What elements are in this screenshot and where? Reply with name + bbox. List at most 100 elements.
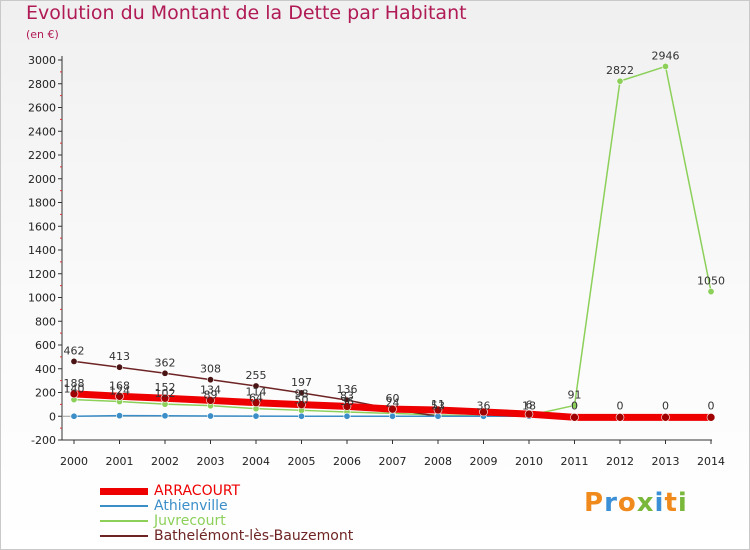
data-point-arracourt	[661, 413, 670, 422]
legend-swatch	[100, 505, 148, 507]
data-label-juvrecourt: 102	[155, 387, 176, 400]
data-point-arracourt	[479, 407, 488, 417]
proxiti-logo: Proxiti	[584, 488, 688, 518]
data-point-athienville	[343, 412, 351, 420]
data-point-arracourt	[570, 413, 579, 422]
x-tick-label: 2010	[515, 455, 543, 468]
data-point-bathel-mont-l-s-bauzemont	[252, 382, 260, 390]
legend-label: Bathelémont-lès-Bauzemont	[154, 528, 354, 544]
logo-letter: P	[584, 488, 605, 518]
data-label-bathel-mont-l-s-bauzemont: 53	[431, 399, 445, 412]
x-tick-label: 2005	[288, 455, 316, 468]
data-point-juvrecourt	[707, 288, 715, 296]
data-point-juvrecourt	[616, 77, 624, 85]
legend-label: ARRACOURT	[154, 483, 241, 499]
data-label-juvrecourt: 124	[109, 385, 130, 398]
data-point-athienville	[207, 412, 215, 420]
y-tick-label: 2800	[28, 78, 56, 91]
data-label-bathel-mont-l-s-bauzemont: 136	[337, 383, 358, 396]
x-tick-label: 2012	[606, 455, 634, 468]
legend-swatch	[100, 520, 148, 522]
data-point-bathel-mont-l-s-bauzemont	[70, 357, 78, 365]
data-label-arracourt: 168	[109, 379, 130, 392]
data-label-juvrecourt: 11	[431, 398, 445, 411]
logo-letter: r	[604, 488, 618, 518]
x-tick-label: 2003	[197, 455, 225, 468]
data-label-arracourt: 152	[155, 381, 176, 394]
data-point-arracourt	[297, 400, 306, 409]
data-label-juvrecourt: 64	[249, 392, 263, 405]
x-tick-label: 2014	[697, 455, 725, 468]
y-tick-label: 3000	[28, 54, 56, 67]
legend-label: Athienville	[154, 498, 228, 514]
data-label-juvrecourt: 89	[204, 389, 218, 402]
data-label-juvrecourt: 36	[340, 395, 354, 408]
data-label-juvrecourt: 24	[386, 396, 400, 409]
data-label-bathel-mont-l-s-bauzemont: 0	[617, 399, 624, 412]
chart-title: Evolution du Montant de la Dette par Hab…	[26, 2, 467, 24]
chart-subtitle: (en €)	[26, 28, 59, 41]
y-tick-label: 2400	[28, 125, 56, 138]
data-label-bathel-mont-l-s-bauzemont: 36	[477, 399, 491, 412]
x-tick-label: 2013	[652, 455, 680, 468]
data-label-arracourt: 134	[200, 383, 221, 396]
y-tick-label: 0	[49, 410, 56, 423]
data-label-bathel-mont-l-s-bauzemont: 0	[571, 399, 578, 412]
data-label-juvrecourt: 50	[295, 393, 309, 406]
data-label-bathel-mont-l-s-bauzemont: 0	[662, 399, 669, 412]
logo-letter: i	[654, 488, 665, 518]
data-label-bathel-mont-l-s-bauzemont: 197	[291, 376, 312, 389]
x-tick-label: 2001	[106, 455, 134, 468]
data-label-bathel-mont-l-s-bauzemont: 413	[109, 350, 130, 363]
data-point-arracourt	[524, 409, 534, 419]
data-point-juvrecourt	[661, 62, 669, 70]
y-tick-label: 2000	[28, 173, 56, 186]
data-label-bathel-mont-l-s-bauzemont: 255	[246, 369, 267, 382]
data-label-arracourt: 114	[246, 386, 267, 399]
data-point-arracourt	[706, 413, 716, 422]
data-point-athienville	[70, 412, 78, 420]
y-tick-label: 800	[35, 315, 56, 328]
data-point-bathel-mont-l-s-bauzemont	[161, 369, 169, 377]
data-label-arracourt: 98	[295, 388, 309, 401]
y-tick-label: 1400	[28, 244, 56, 257]
data-point-arracourt	[69, 389, 79, 399]
data-point-bathel-mont-l-s-bauzemont	[116, 363, 124, 371]
y-tick-label: 400	[35, 363, 56, 376]
data-label-juvrecourt: 140	[64, 383, 85, 396]
x-tick-label: 2009	[470, 455, 498, 468]
x-tick-label: 2004	[242, 455, 270, 468]
x-tick-label: 2000	[60, 455, 88, 468]
y-tick-label: 1800	[28, 197, 56, 210]
data-point-athienville	[297, 412, 305, 420]
logo-letter: x	[636, 488, 655, 518]
data-point-arracourt	[160, 393, 170, 403]
data-label-juvrecourt: 91	[568, 388, 582, 401]
data-label-bathel-mont-l-s-bauzemont: 60	[386, 392, 400, 405]
x-tick-label: 2011	[561, 455, 589, 468]
y-tick-label: -200	[31, 434, 56, 447]
data-label-bathel-mont-l-s-bauzemont: 362	[155, 356, 176, 369]
data-point-arracourt	[115, 391, 124, 401]
data-label-juvrecourt: 1050	[697, 275, 725, 288]
data-point-arracourt	[206, 396, 215, 405]
x-tick-label: 2007	[379, 455, 407, 468]
data-point-arracourt	[615, 413, 625, 422]
data-label-juvrecourt: 2946	[652, 49, 680, 62]
y-tick-label: 600	[35, 339, 56, 352]
data-point-athienville	[388, 412, 396, 420]
data-label-juvrecourt: 6	[526, 399, 533, 412]
data-point-juvrecourt	[570, 401, 578, 409]
data-label-bathel-mont-l-s-bauzemont: 308	[200, 363, 221, 376]
data-label-arracourt: 188	[64, 377, 85, 390]
data-label-bathel-mont-l-s-bauzemont: 18	[522, 399, 536, 412]
data-point-arracourt	[433, 405, 443, 415]
x-tick-label: 2006	[333, 455, 361, 468]
data-point-athienville	[161, 412, 169, 420]
y-tick-label: 2200	[28, 149, 56, 162]
legend-label: Juvrecourt	[154, 513, 226, 529]
y-tick-label: 2600	[28, 102, 56, 115]
y-tick-label: 1000	[28, 292, 56, 305]
